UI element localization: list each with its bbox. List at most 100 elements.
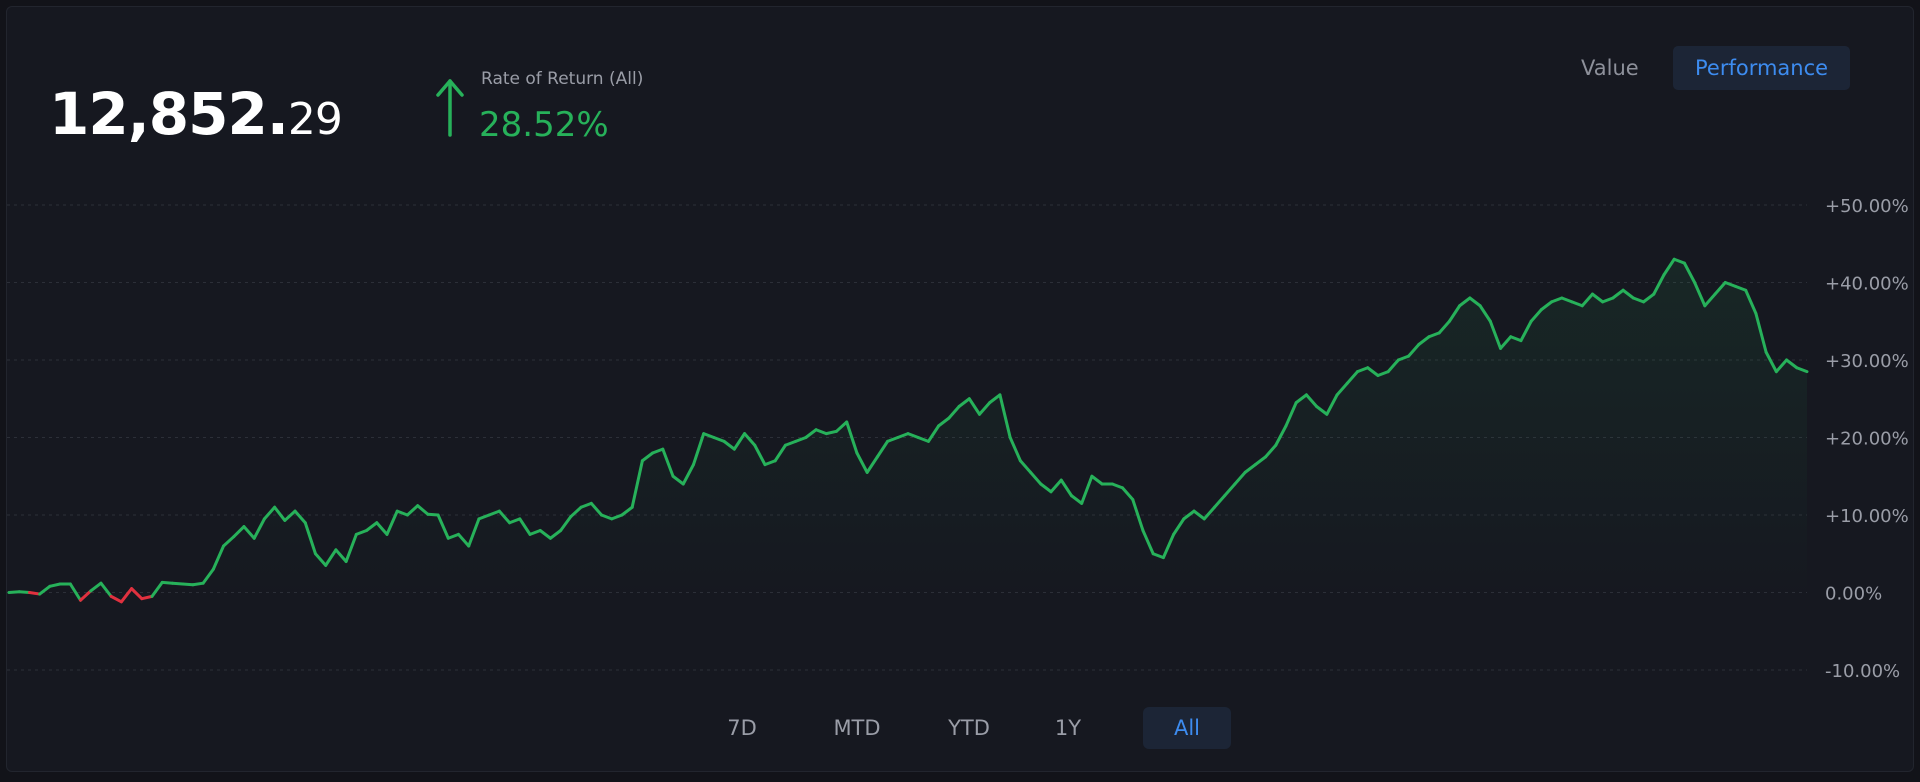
y-tick-label: 0.00% — [1825, 584, 1882, 605]
performance-line-segment — [1161, 532, 1176, 560]
performance-line-segment — [855, 451, 869, 474]
performance-line-segment — [130, 587, 144, 601]
balance-integer: 12,852. — [49, 80, 289, 148]
performance-line-segment — [324, 548, 338, 567]
performance-line-segment — [1764, 350, 1778, 374]
y-tick-label: +30.00% — [1825, 351, 1909, 372]
performance-line-segment — [1008, 436, 1022, 463]
performance-line-segment — [252, 517, 266, 540]
performance-line-segment — [926, 424, 941, 443]
performance-line-segment — [1611, 288, 1625, 300]
performance-line-segment — [1652, 273, 1666, 296]
performance-line-segment — [1488, 319, 1503, 350]
performance-line-segment — [48, 582, 62, 588]
performance-line-segment — [1703, 292, 1717, 308]
performance-line-segment — [1795, 366, 1809, 374]
y-tick-label: -10.00% — [1825, 661, 1900, 682]
performance-line-segment — [845, 420, 859, 455]
performance-line-segment — [27, 591, 42, 596]
performance-line-segment — [1499, 335, 1513, 350]
value-view-button[interactable]: Value — [1581, 56, 1639, 80]
performance-line-segment — [170, 581, 185, 586]
performance-line-segment — [1192, 509, 1206, 521]
performance-line-segment — [262, 505, 277, 521]
performance-line-segment — [906, 432, 920, 439]
performance-line-segment — [211, 544, 226, 571]
performance-line-segment — [1223, 482, 1237, 498]
performance-line-segment — [334, 548, 348, 563]
performance-line-segment — [1427, 331, 1441, 339]
performance-line-segment — [1151, 552, 1165, 560]
performance-line-segment — [375, 521, 389, 536]
performance-line-segment — [365, 521, 379, 532]
performance-line-segment — [477, 513, 491, 521]
performance-line-segment — [681, 463, 695, 486]
performance-line-segment — [273, 505, 287, 522]
performance-line-segment — [947, 405, 961, 420]
performance-chart: +50.00% +40.00% +30.00% +20.00% +10.00% 0.00%… — [7, 196, 1909, 682]
range-button-7d[interactable]: 7D — [727, 716, 757, 740]
performance-line-segment — [293, 509, 307, 525]
performance-line-segment — [1345, 370, 1359, 385]
performance-view-button[interactable]: Performance — [1673, 46, 1851, 90]
performance-line-segment — [181, 582, 195, 587]
range-button-mtd[interactable]: MTD — [833, 716, 881, 740]
performance-line-segment — [1182, 509, 1196, 521]
performance-line-segment — [569, 505, 583, 519]
performance-line-segment — [589, 501, 604, 517]
performance-line-segment — [1468, 296, 1482, 308]
performance-line-segment — [99, 581, 113, 598]
performance-line-segment — [426, 512, 440, 517]
rate-of-return-value: 28.52% — [479, 105, 609, 145]
performance-line-segment — [722, 439, 736, 451]
performance-line-segment — [794, 436, 808, 443]
performance-line-segment — [753, 443, 767, 467]
performance-line-segment — [1356, 366, 1370, 374]
performance-line-segment — [303, 521, 317, 556]
performance-line-segment — [610, 513, 624, 521]
y-tick-label: +20.00% — [1825, 429, 1909, 450]
y-tick-label: +40.00% — [1825, 274, 1909, 295]
performance-line-segment — [579, 501, 593, 509]
performance-line-segment — [1202, 505, 1216, 521]
performance-line-segment — [1621, 288, 1635, 300]
performance-line-segment — [79, 589, 93, 602]
performance-line-segment — [1335, 381, 1349, 397]
performance-line-segment — [68, 582, 83, 602]
performance-line-segment — [313, 552, 328, 567]
range-button-1y[interactable]: 1Y — [1054, 716, 1082, 740]
performance-line-segment — [1315, 405, 1329, 416]
performance-line-segment — [875, 439, 890, 459]
performance-line-segment — [1560, 296, 1574, 304]
performance-line-segment — [457, 532, 471, 548]
up-arrow-icon — [436, 79, 464, 137]
performance-line-segment — [896, 432, 910, 439]
performance-line-segment — [1039, 482, 1053, 494]
performance-line-segment — [1550, 296, 1564, 304]
performance-line-segment — [640, 451, 655, 463]
performance-line-segment — [518, 517, 532, 536]
performance-line-segment — [140, 594, 154, 601]
performance-line-segment — [1294, 393, 1308, 405]
performance-line-segment — [1733, 284, 1748, 292]
portfolio-balance: 12,852.29 — [49, 85, 343, 143]
performance-line-segment — [937, 416, 951, 428]
performance-line-segment — [773, 443, 787, 463]
performance-line-segment — [1642, 292, 1656, 304]
performance-line-segment — [1417, 335, 1431, 346]
performance-line-segment — [283, 509, 297, 522]
performance-line-segment — [1529, 308, 1543, 323]
performance-line-segment — [1754, 312, 1768, 354]
range-button-ytd[interactable]: YTD — [948, 716, 990, 740]
performance-line-segment — [600, 513, 614, 521]
range-button-all[interactable]: All — [1143, 707, 1231, 749]
performance-line-segment — [201, 567, 215, 585]
performance-line-segment — [804, 428, 818, 439]
performance-line-segment — [1212, 494, 1227, 509]
performance-line-segment — [824, 429, 838, 436]
performance-line-segment — [150, 580, 164, 598]
performance-line-segment — [1723, 281, 1737, 288]
portfolio-card: 12,852.29 Rate of Return (All) 28.52% Va… — [6, 6, 1914, 772]
performance-line-segment — [671, 474, 685, 486]
performance-line-segment — [1172, 517, 1186, 536]
